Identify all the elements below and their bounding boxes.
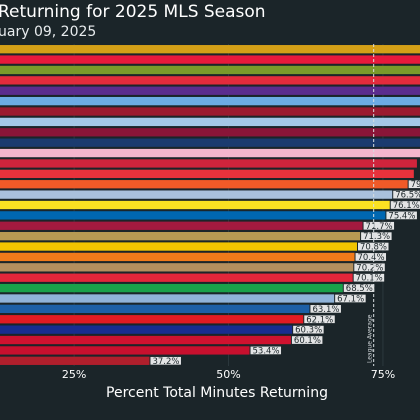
- data-label: 71.7%: [366, 222, 393, 232]
- x-tick-label: 50%: [216, 368, 240, 381]
- bar: [0, 294, 335, 303]
- axis-layer: Percent Total Minutes Returning 25% 50% 75…: [62, 44, 395, 401]
- data-label: 70.1%: [356, 274, 383, 284]
- data-label-box: [291, 336, 323, 344]
- data-label: 68.5%: [346, 284, 373, 294]
- bar: [0, 346, 250, 355]
- data-label-box: [150, 356, 181, 365]
- bar: [0, 117, 420, 127]
- bar: [0, 283, 343, 293]
- data-label-box: [393, 190, 420, 199]
- bar: [0, 190, 393, 199]
- data-label: 76.1%: [393, 201, 420, 211]
- data-label: 79: [411, 180, 420, 190]
- bar: [0, 107, 420, 116]
- data-label: 37.2%: [152, 357, 179, 367]
- bar: [0, 232, 361, 241]
- data-label-box: [310, 305, 341, 313]
- bars-layer: [0, 45, 420, 365]
- data-label: 62.1%: [306, 315, 333, 325]
- data-label: 75.4%: [388, 211, 415, 221]
- data-label-box: [390, 201, 420, 209]
- data-label: 71.3%: [363, 232, 390, 242]
- data-label-box: [361, 232, 392, 241]
- x-tick-label: 75%: [371, 368, 395, 381]
- data-label-box: [363, 221, 395, 230]
- bar: [0, 180, 408, 189]
- bar: [0, 221, 363, 230]
- bar: [0, 148, 420, 158]
- data-label: 76.5%: [395, 191, 420, 201]
- data-label: 53.4%: [253, 346, 280, 356]
- bar: [0, 242, 357, 251]
- chart-title: Returning for 2025 MLS Season: [0, 2, 266, 22]
- bar: [0, 315, 304, 324]
- bar: [0, 263, 354, 272]
- bar: [0, 252, 355, 262]
- bar: [0, 65, 420, 75]
- bar: [0, 304, 310, 314]
- bar: [0, 55, 420, 64]
- data-label-box: [408, 180, 420, 189]
- data-label: 70.2%: [356, 263, 383, 273]
- bar: [0, 325, 293, 334]
- bar: [0, 76, 420, 85]
- bar: [0, 169, 414, 178]
- bar: [0, 335, 291, 345]
- chart-subtitle: uary 09, 2025: [0, 24, 97, 40]
- data-label: 63.1%: [312, 305, 339, 315]
- bar: [0, 273, 353, 282]
- data-label-box: [293, 325, 324, 334]
- bar: [0, 159, 417, 168]
- x-tick-label: 25%: [62, 368, 86, 381]
- bar: [0, 200, 390, 210]
- bar: [0, 138, 420, 147]
- bar: [0, 86, 420, 95]
- data-label-box: [304, 315, 335, 324]
- data-label: 70.8%: [360, 243, 387, 253]
- league-average-label: League Average: [367, 314, 374, 363]
- data-label: 67.1%: [337, 294, 364, 304]
- bar: [0, 211, 386, 220]
- labels-layer: 7976.5%76.1%75.4%71.7%71.3%70.8%70.4%70.…: [150, 180, 420, 367]
- bar: [0, 356, 150, 365]
- x-axis-label: Percent Total Minutes Returning: [106, 385, 328, 401]
- bar: [0, 128, 420, 137]
- bar: [0, 45, 420, 54]
- data-label-box: [335, 294, 366, 303]
- data-label: 60.1%: [294, 336, 321, 346]
- data-label-box: [355, 253, 387, 261]
- data-label: 70.4%: [358, 253, 385, 263]
- data-label-box: [343, 284, 375, 292]
- data-label-box: [354, 263, 385, 272]
- data-label: 60.3%: [295, 326, 322, 336]
- data-label-box: [353, 273, 385, 282]
- bar: [0, 96, 420, 106]
- data-label-box: [386, 211, 417, 220]
- data-label-box: [250, 346, 282, 355]
